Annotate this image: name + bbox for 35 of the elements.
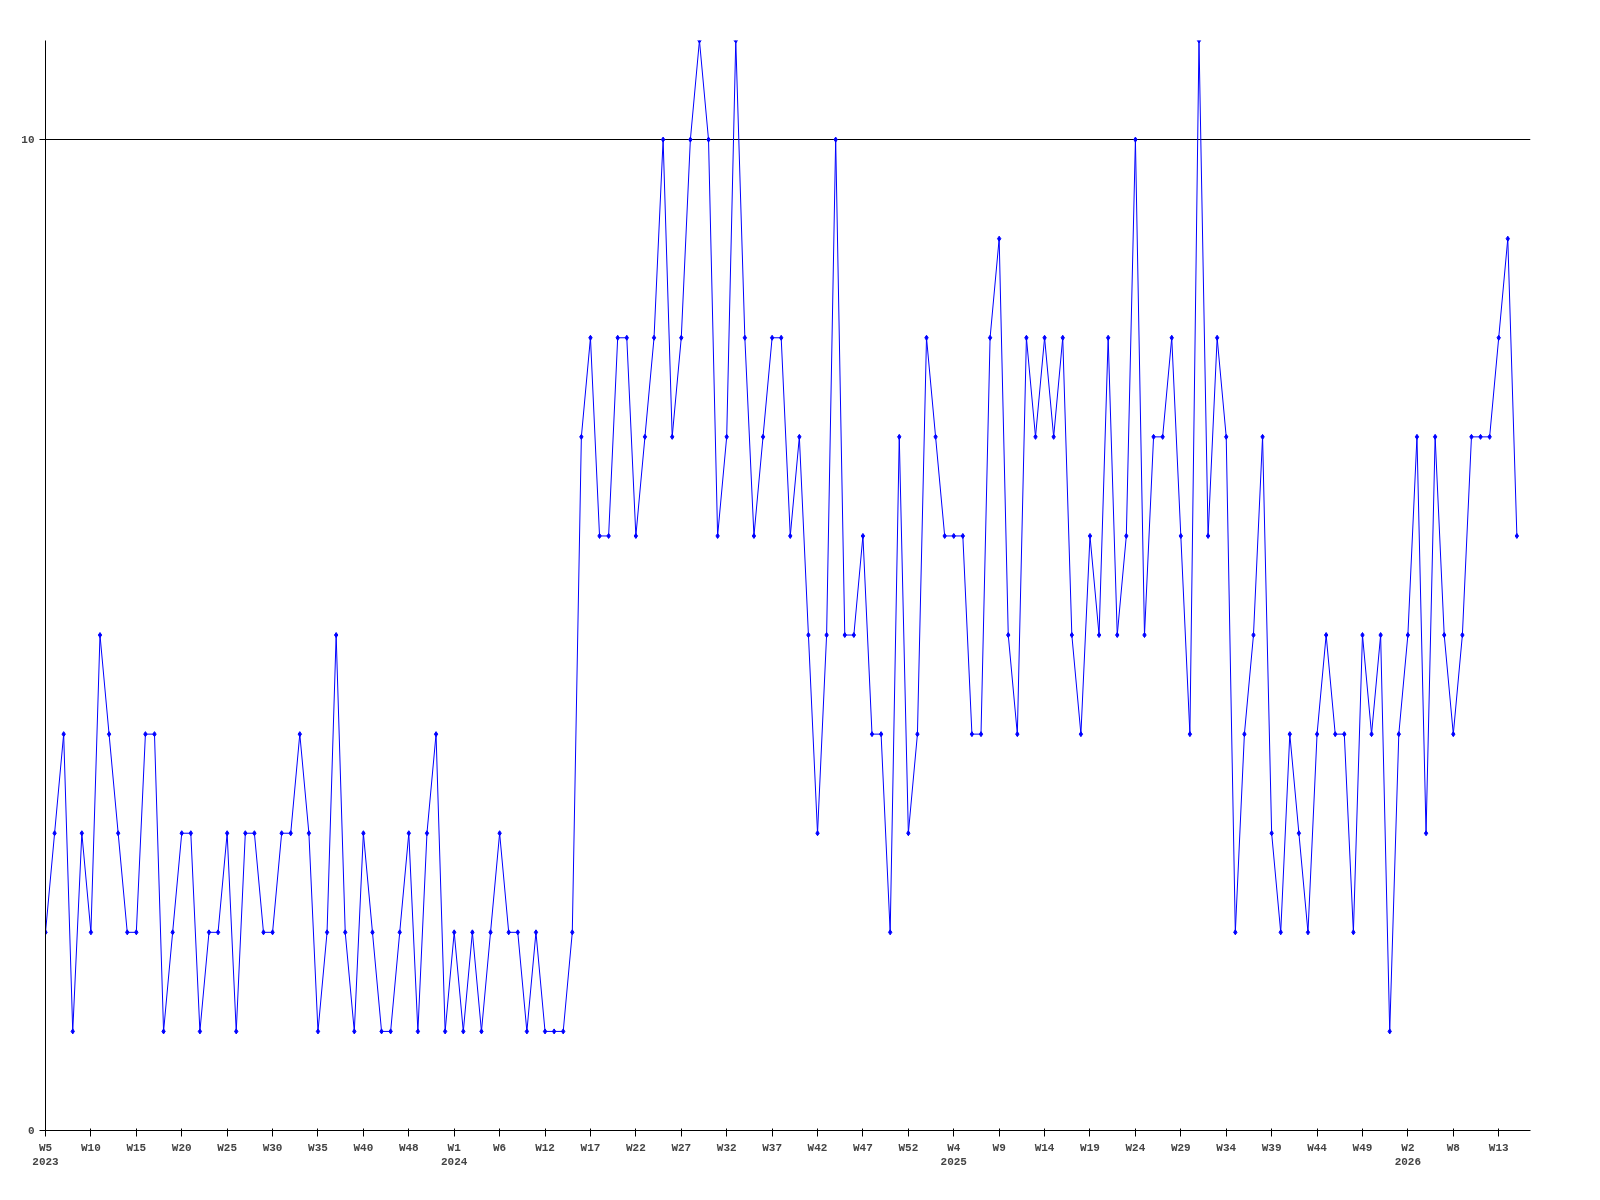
x-tick-label: W40 — [353, 1141, 374, 1154]
x-tick-label: W24 — [1125, 1141, 1146, 1154]
x-tick-label: W30 — [262, 1141, 283, 1154]
x-tick-label: W22 — [625, 1141, 646, 1154]
x-tick-label: W35 — [308, 1141, 329, 1154]
x-tick-label: W2 2026 — [1394, 1141, 1422, 1168]
x-tick-label: W5 2023 — [32, 1141, 60, 1168]
x-tick-label: W4 2025 — [940, 1141, 968, 1168]
x-tick-label: W52 — [898, 1141, 919, 1154]
x-tick-label: W15 — [126, 1141, 147, 1154]
x-tick-label: W17 — [580, 1141, 601, 1154]
x-tick-label: W19 — [1080, 1141, 1100, 1154]
x-tick-label: W8 — [1446, 1141, 1461, 1154]
x-tick-label: W1 2024 — [441, 1141, 468, 1168]
x-tick-label: W20 — [171, 1141, 192, 1154]
x-tick-label: W10 — [81, 1141, 101, 1154]
x-tick-label: W9 — [992, 1141, 1006, 1154]
y-tick-label: 0 — [27, 1125, 35, 1137]
x-tick-label: W47 — [853, 1141, 873, 1154]
x-tick-label: W37 — [762, 1141, 783, 1154]
x-tick-label: W12 — [535, 1141, 555, 1154]
x-tick-label: W42 — [807, 1141, 828, 1154]
x-tick-label: W13 — [1488, 1141, 1510, 1154]
x-tick-label: W44 — [1307, 1141, 1328, 1154]
x-tick-label: W32 — [716, 1141, 737, 1154]
x-tick-label: W27 — [671, 1141, 692, 1154]
x-tick-label: W25 — [217, 1141, 238, 1154]
x-tick-label: W39 — [1261, 1141, 1282, 1154]
x-tick-label: W6 — [493, 1141, 507, 1154]
x-tick-label: W14 — [1034, 1141, 1055, 1154]
y-tick-label: 10 — [21, 134, 35, 147]
x-tick-label: W49 — [1352, 1141, 1373, 1154]
x-tick-label: W48 — [398, 1141, 420, 1154]
x-tick-label: W29 — [1170, 1141, 1191, 1154]
x-tick-label: W34 — [1216, 1141, 1237, 1154]
